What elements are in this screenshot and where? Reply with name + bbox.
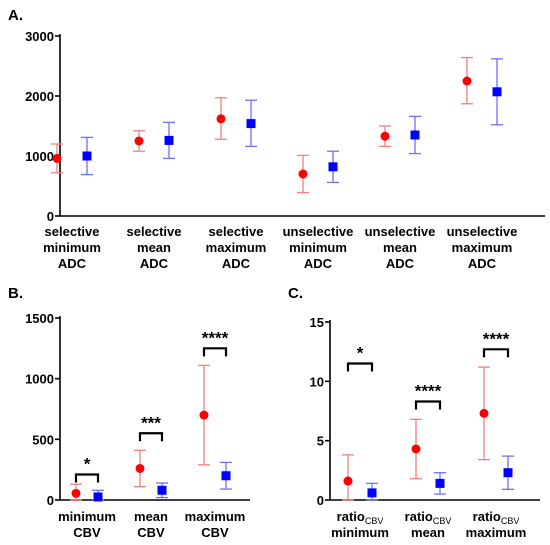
significance-label: * [84, 455, 91, 474]
category-label: ADC [140, 256, 169, 271]
category-label: ratioCBV [473, 509, 520, 526]
data-point-circle [135, 463, 145, 473]
significance-bracket [346, 362, 374, 372]
panel-C: C.051015ratioCBVminimumratioCBVmeanratio… [288, 285, 540, 540]
category-label: maximum [452, 240, 513, 255]
category-label: CBV [73, 525, 101, 540]
significance-label: **** [202, 328, 229, 347]
data-point-circle [216, 114, 226, 124]
category-label: mean [134, 509, 168, 524]
y-tick-label: 0 [47, 493, 54, 508]
data-point-circle [134, 136, 144, 146]
significance-bracket [482, 348, 510, 358]
panel-label: A. [8, 7, 23, 24]
category-label: minimum [331, 525, 389, 540]
data-point-square [367, 488, 377, 498]
y-tick-label: 1000 [25, 149, 54, 164]
data-point-circle [380, 131, 390, 141]
panel-B: B.050010001500minimumCBVmeanCBVmaximumCB… [8, 285, 250, 540]
significance-label: *** [141, 413, 161, 432]
significance-bracket [138, 432, 164, 442]
significance-label: **** [483, 329, 510, 348]
category-label: CBV [137, 525, 165, 540]
category-label: ADC [222, 256, 251, 271]
data-point-square [157, 485, 167, 495]
y-tick-label: 500 [32, 432, 54, 447]
data-point-square [221, 471, 231, 481]
y-tick-label: 0 [47, 209, 54, 224]
y-tick-label: 15 [310, 315, 324, 330]
data-point-square [328, 162, 338, 172]
category-label: maximum [185, 509, 246, 524]
category-label: minimum [58, 509, 116, 524]
data-point-circle [199, 410, 209, 420]
data-point-square [503, 468, 513, 478]
y-tick-label: 1500 [25, 311, 54, 326]
significance-bracket [414, 400, 442, 410]
category-label: mean [411, 525, 445, 540]
category-label: ratioCBV [337, 509, 384, 526]
category-label: unselective [447, 224, 518, 239]
data-point-circle [343, 476, 353, 486]
data-point-circle [71, 488, 81, 498]
y-tick-label: 1000 [25, 372, 54, 387]
significance-label: **** [415, 382, 442, 401]
category-label: mean [137, 240, 171, 255]
category-label: ADC [468, 256, 497, 271]
category-label: minimum [43, 240, 101, 255]
panel-label: C. [288, 285, 303, 302]
category-label: ratioCBV [405, 509, 452, 526]
category-label: unselective [365, 224, 436, 239]
y-tick-label: 3000 [25, 29, 54, 44]
category-label: maximum [206, 240, 267, 255]
data-point-circle [298, 169, 308, 179]
panel-label: B. [8, 285, 23, 302]
category-label: selective [45, 224, 100, 239]
data-point-circle [411, 444, 421, 454]
data-point-circle [479, 408, 489, 418]
panel-A: A.0100020003000selectiveminimumADCselect… [8, 7, 545, 271]
data-point-circle [462, 76, 472, 86]
data-point-square [410, 130, 420, 140]
category-label: CBV [201, 525, 229, 540]
data-point-square [246, 119, 256, 129]
y-tick-label: 5 [317, 434, 324, 449]
y-tick-label: 0 [317, 493, 324, 508]
category-label: ADC [58, 256, 87, 271]
category-label: unselective [283, 224, 354, 239]
category-label: ADC [386, 256, 415, 271]
data-point-square [492, 87, 502, 97]
y-tick-label: 10 [310, 374, 324, 389]
category-label: selective [209, 224, 264, 239]
category-label: ADC [304, 256, 333, 271]
data-point-square [435, 478, 445, 488]
y-tick-label: 2000 [25, 89, 54, 104]
category-label: mean [383, 240, 417, 255]
category-label: minimum [289, 240, 347, 255]
significance-bracket [202, 347, 228, 357]
data-point-circle [52, 153, 62, 163]
category-label: selective [127, 224, 182, 239]
significance-bracket [74, 473, 100, 483]
category-label: maximum [466, 525, 527, 540]
data-point-square [82, 151, 92, 161]
significance-label: * [357, 344, 364, 363]
data-point-square [164, 135, 174, 145]
data-point-square [93, 492, 103, 502]
